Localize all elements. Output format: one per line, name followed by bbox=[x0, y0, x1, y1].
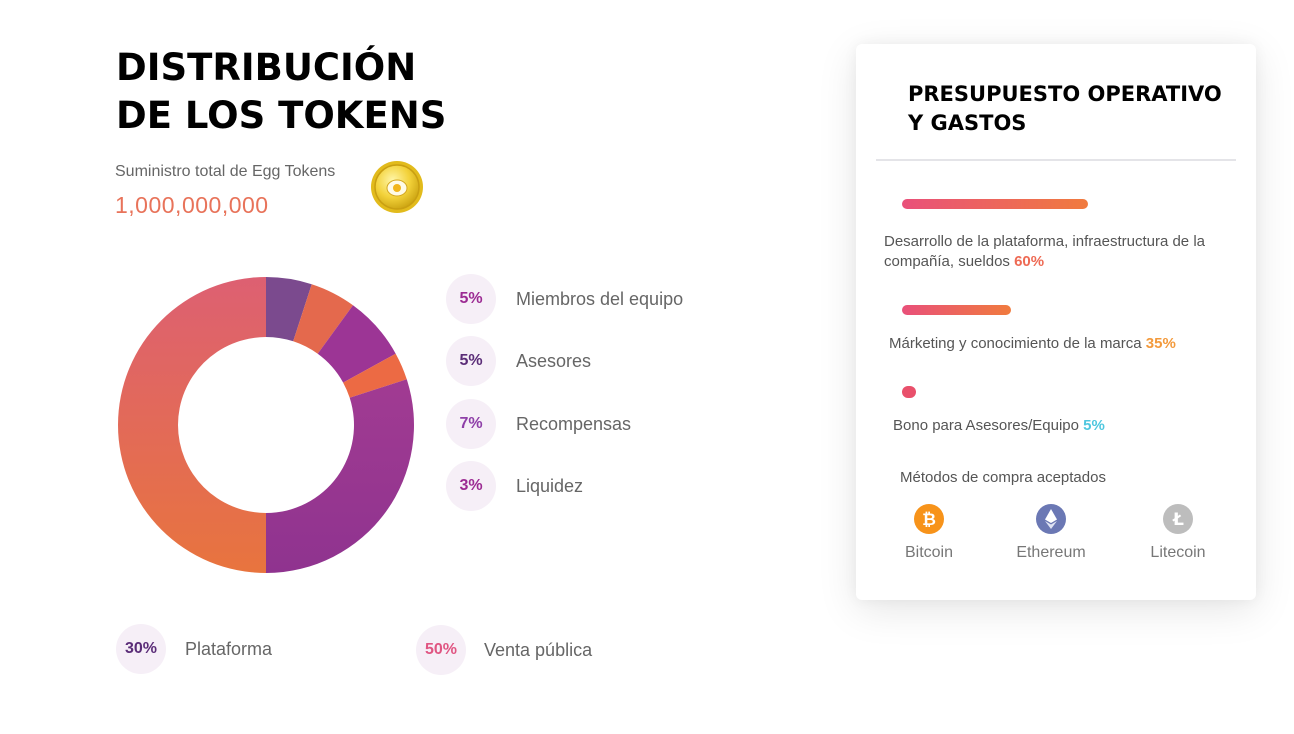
legend-label: Liquidez bbox=[516, 475, 584, 496]
legend-item-platform: 30% Plataforma bbox=[116, 624, 272, 674]
title-line-2: DE LOS TOKENS bbox=[116, 94, 447, 137]
supply-label: Suministro total de Egg Tokens bbox=[115, 163, 336, 180]
legend-pct-badge: 30% bbox=[116, 624, 166, 674]
ethereum-icon bbox=[1036, 504, 1066, 534]
legend-label: Miembros del equipo bbox=[516, 288, 684, 309]
title-line-1: DISTRIBUCIÓN bbox=[116, 46, 417, 89]
donut-slice-team bbox=[266, 277, 312, 342]
budget-title: PRESUPUESTO OPERATIVO Y GASTOS bbox=[908, 80, 1222, 138]
budget-title-line-1: PRESUPUESTO OPERATIVO bbox=[908, 82, 1222, 106]
budget-item-marketing: Márketing y conocimiento de la marca 35% bbox=[889, 334, 1229, 354]
token-distribution-donut bbox=[118, 277, 414, 573]
svg-text:₿: ₿ bbox=[922, 510, 936, 530]
payment-label: Bitcoin bbox=[904, 544, 954, 561]
legend-item-liquidity: 3% Liquidez bbox=[446, 461, 583, 511]
donut-slice-rewards bbox=[317, 305, 396, 383]
legend-item-rewards: 7% Recompensas bbox=[446, 399, 631, 449]
legend-item-public-sale: 50% Venta pública bbox=[416, 625, 592, 675]
legend-pct-badge: 5% bbox=[446, 274, 496, 324]
payment-litecoin[interactable]: Ł Litecoin bbox=[1128, 504, 1228, 562]
donut-slice-liquidity bbox=[343, 353, 407, 398]
legend-label: Plataforma bbox=[185, 638, 273, 659]
budget-title-line-2: Y GASTOS bbox=[908, 111, 1027, 135]
budget-bar-marketing bbox=[902, 305, 1011, 315]
legend-label: Asesores bbox=[516, 350, 592, 371]
bitcoin-icon: ₿ bbox=[914, 504, 944, 534]
payment-ethereum[interactable]: Ethereum bbox=[1001, 504, 1101, 562]
budget-bar-development bbox=[902, 199, 1088, 209]
legend-label: Venta pública bbox=[484, 639, 593, 660]
budget-item-bonus: Bono para Asesores/Equipo 5% bbox=[893, 416, 1223, 436]
legend-pct-badge: 5% bbox=[446, 336, 496, 386]
egg-token-coin-icon bbox=[371, 161, 423, 213]
legend-label: Recompensas bbox=[516, 413, 632, 434]
donut-slice-advisors bbox=[293, 284, 353, 354]
legend-pct-badge: 7% bbox=[446, 399, 496, 449]
budget-item-pct: 5% bbox=[1083, 417, 1105, 434]
legend-item-team: 5% Miembros del equipo bbox=[446, 274, 683, 324]
legend-pct-badge: 50% bbox=[416, 625, 466, 675]
legend-item-advisors: 5% Asesores bbox=[446, 336, 591, 386]
payment-bitcoin[interactable]: ₿ Bitcoin bbox=[879, 504, 979, 562]
page-title: DISTRIBUCIÓN DE LOS TOKENS bbox=[116, 44, 536, 140]
budget-bar-bonus bbox=[902, 386, 916, 398]
budget-item-text: Márketing y conocimiento de la marca bbox=[889, 335, 1142, 352]
budget-item-pct: 35% bbox=[1145, 335, 1176, 352]
litecoin-icon: Ł bbox=[1163, 504, 1193, 534]
budget-item-text: Bono para Asesores/Equipo bbox=[893, 417, 1079, 434]
budget-card: PRESUPUESTO OPERATIVO Y GASTOS Desarroll… bbox=[856, 44, 1256, 600]
budget-item-text: Desarrollo de la plataforma, infraestruc… bbox=[884, 233, 1205, 270]
budget-item-development: Desarrollo de la plataforma, infraestruc… bbox=[884, 232, 1234, 272]
donut-slice-public-sale bbox=[118, 277, 266, 573]
payment-methods-title: Métodos de compra aceptados bbox=[900, 469, 1106, 486]
card-divider bbox=[876, 159, 1236, 161]
donut-slice-platform bbox=[266, 379, 414, 573]
supply-value: 1,000,000,000 bbox=[115, 192, 269, 218]
payment-label: Litecoin bbox=[1150, 544, 1206, 561]
budget-item-pct: 60% bbox=[1014, 253, 1045, 270]
payment-label: Ethereum bbox=[1016, 544, 1086, 561]
svg-text:Ł: Ł bbox=[1172, 510, 1184, 530]
legend-pct-badge: 3% bbox=[446, 461, 496, 511]
